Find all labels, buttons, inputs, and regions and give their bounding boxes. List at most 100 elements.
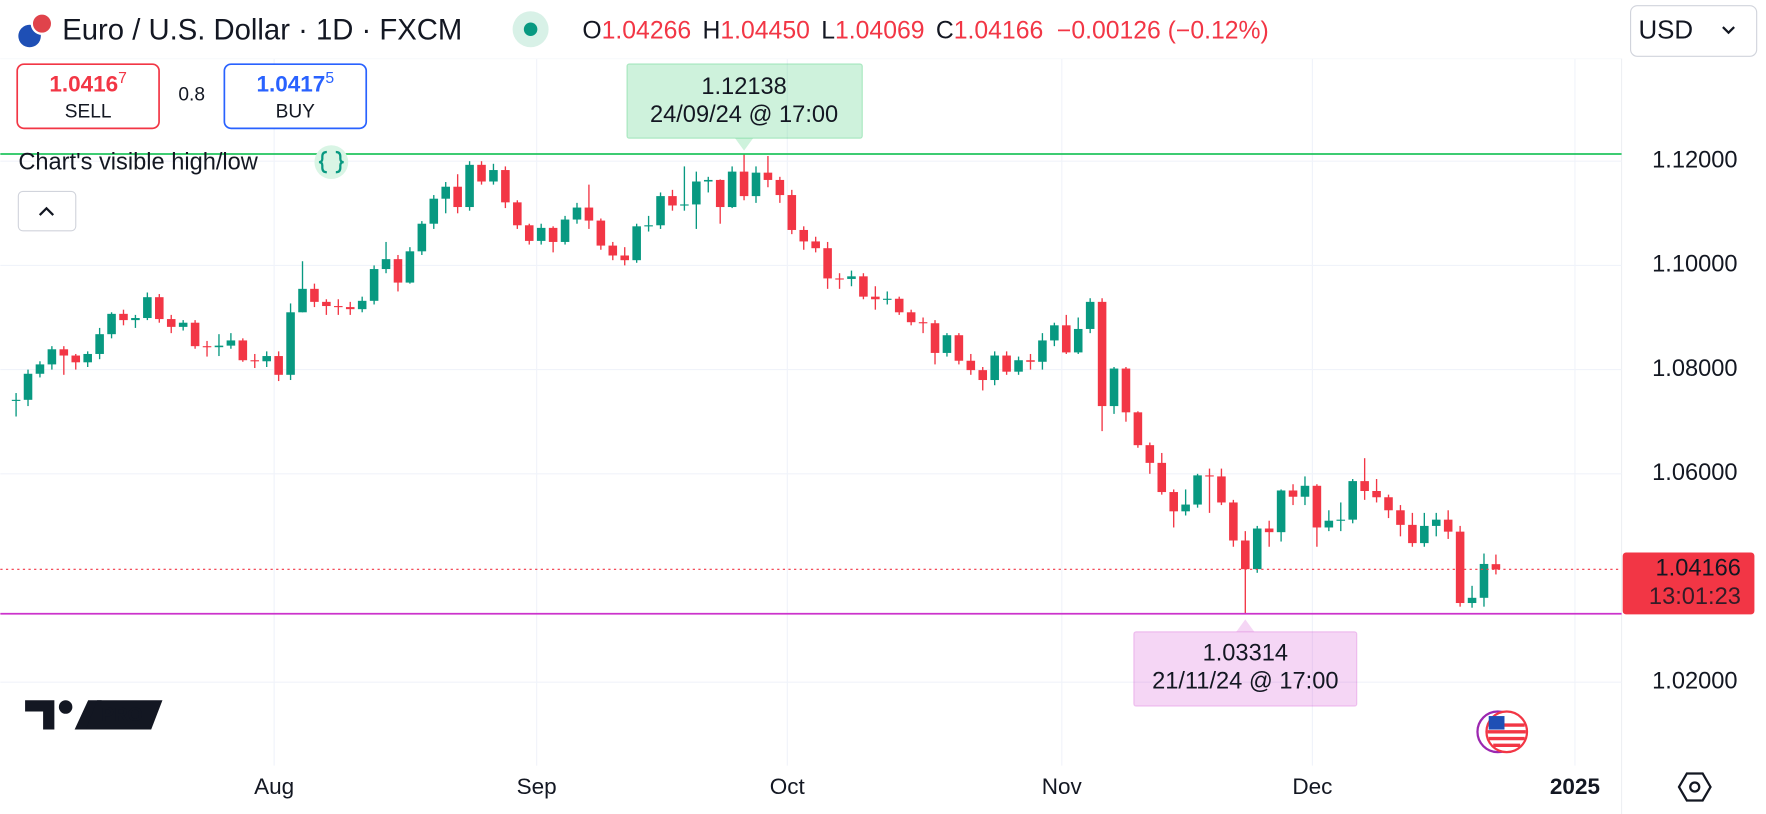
candle-body — [155, 297, 164, 320]
high-label-box — [626, 63, 863, 139]
icon-braces — [318, 150, 344, 174]
x-tick-label: Nov — [1042, 774, 1083, 799]
candle-body — [107, 313, 116, 335]
sell-button[interactable]: 1.04167 SELL — [16, 63, 160, 130]
collapse-chevron — [38, 206, 55, 216]
candle-body — [513, 202, 522, 226]
candle-body — [787, 195, 797, 230]
candle-body — [823, 248, 832, 279]
candle-body — [489, 170, 498, 182]
indicator-name[interactable]: Chart's visible high/low — [18, 150, 258, 176]
candle-body — [214, 345, 224, 348]
countdown-label: 13:01:23 — [1649, 584, 1741, 610]
candle-body — [942, 335, 952, 353]
candle-body — [35, 364, 45, 374]
candle-body — [536, 227, 546, 241]
symbol-icon — [18, 12, 54, 48]
dropdown-chevron — [1722, 26, 1735, 35]
candle-body — [680, 204, 689, 206]
high-label-time: 24/09/24 @ 17:00 — [650, 102, 838, 128]
candle-body — [1085, 301, 1095, 329]
buy-price-pip[interactable]: 5 — [325, 70, 334, 87]
candle-body — [524, 225, 534, 241]
collapse-button[interactable] — [17, 190, 77, 232]
sell-box[interactable] — [16, 63, 160, 130]
candle-body — [47, 349, 57, 365]
buy-button[interactable]: 1.04175 BUY — [223, 63, 368, 130]
dropdown-box[interactable] — [1630, 5, 1758, 57]
candle-body — [775, 179, 785, 196]
candle-body — [1157, 462, 1167, 493]
y-tick-label: 1.10000 — [1652, 252, 1737, 278]
collapse-box[interactable] — [17, 190, 77, 232]
candle-body — [286, 312, 295, 375]
candle-body — [1062, 325, 1071, 353]
ohlc-value: 1.04166 — [954, 17, 1043, 44]
candle-body — [632, 226, 641, 261]
settings-icon[interactable] — [1677, 772, 1712, 802]
candle-body — [1050, 325, 1059, 341]
indicator-icon[interactable] — [314, 145, 349, 180]
candle-body — [883, 298, 892, 300]
y-tick-label: 1.02000 — [1652, 668, 1737, 694]
candle-body — [345, 307, 355, 310]
candle-body — [918, 322, 928, 324]
candle-body — [1109, 368, 1119, 407]
candle-body — [453, 186, 462, 208]
candle-body — [1181, 504, 1190, 512]
candle-body — [1360, 481, 1369, 492]
x-tick-label: Aug — [254, 774, 294, 799]
candle-body — [596, 220, 606, 246]
buy-price-main[interactable]: 1.0417 — [257, 72, 326, 97]
currency-dropdown[interactable]: USD — [1630, 5, 1758, 57]
candle-body — [310, 288, 319, 302]
settings-hex[interactable] — [1677, 772, 1712, 802]
candle-body — [584, 207, 594, 221]
buy-price[interactable]: 1.04175 — [257, 70, 335, 97]
ohlc-key: O — [582, 17, 601, 44]
sell-label[interactable]: SELL — [65, 102, 112, 123]
low-label-time: 21/11/24 @ 17:00 — [1152, 669, 1338, 695]
candle-body — [143, 297, 152, 319]
flags-icon[interactable] — [1476, 710, 1529, 754]
candle-body — [859, 276, 868, 297]
candle-body — [1133, 412, 1143, 446]
candle-body — [811, 241, 820, 249]
candle-body — [1300, 485, 1310, 497]
candle-body — [441, 186, 450, 199]
candle-body — [548, 227, 558, 242]
candle-body — [83, 353, 92, 363]
candle-body — [429, 198, 439, 224]
sell-price-main[interactable]: 1.0416 — [49, 72, 118, 97]
candle-body — [751, 172, 761, 197]
candle-body — [393, 259, 403, 283]
sell-price-pip[interactable]: 7 — [118, 70, 127, 87]
buy-box[interactable] — [223, 63, 368, 130]
candle-body — [1002, 355, 1011, 372]
candle-body — [262, 356, 271, 362]
candle-body — [1443, 519, 1453, 532]
sell-price[interactable]: 1.04167 — [49, 70, 127, 97]
x-tick-label: 2025 — [1550, 774, 1600, 799]
currency-label[interactable]: USD — [1638, 16, 1693, 44]
x-tick-label: Dec — [1292, 774, 1332, 799]
spread: 0.8 — [178, 85, 205, 106]
buy-label[interactable]: BUY — [276, 102, 316, 123]
candle-body — [692, 181, 701, 205]
candle-body — [799, 229, 809, 242]
candle-body — [656, 196, 665, 226]
candle-body — [501, 170, 510, 203]
logo-badge-text: PRO — [101, 705, 143, 726]
candle-body — [1145, 445, 1155, 463]
y-tick-label: 1.12000 — [1652, 147, 1737, 173]
header-bg — [0, 0, 1622, 59]
candle-body — [894, 298, 904, 313]
candle-body — [1097, 301, 1107, 407]
x-tick-label: Oct — [770, 774, 806, 799]
candle-body — [465, 164, 474, 208]
candle-body — [322, 301, 331, 307]
ohlc-key: L — [821, 17, 835, 44]
ohlc-key: H — [703, 17, 721, 44]
settings-dot — [1689, 781, 1701, 793]
